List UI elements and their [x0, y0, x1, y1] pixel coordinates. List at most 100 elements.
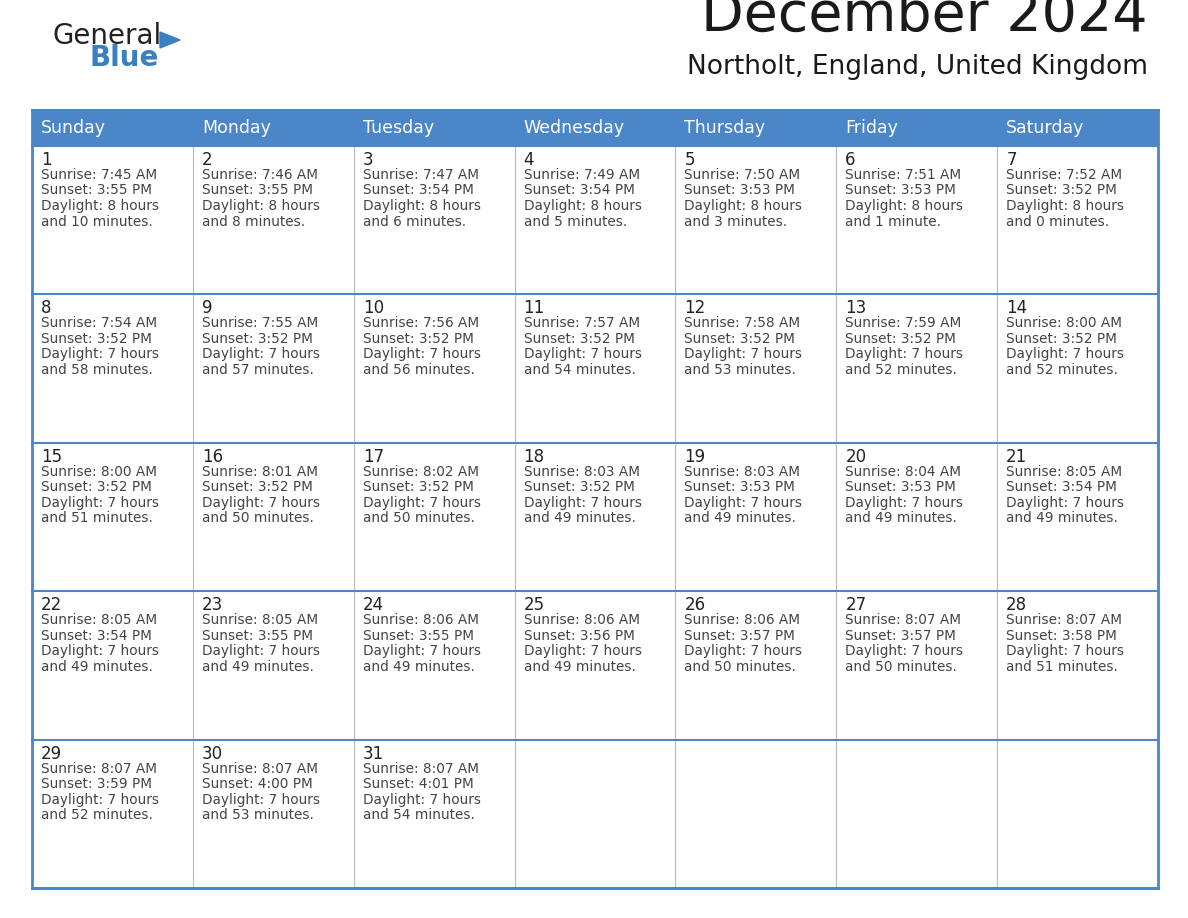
Text: Sunset: 3:55 PM: Sunset: 3:55 PM: [202, 629, 312, 643]
Text: 26: 26: [684, 596, 706, 614]
Text: and 49 minutes.: and 49 minutes.: [524, 660, 636, 674]
Text: Daylight: 7 hours: Daylight: 7 hours: [42, 644, 159, 658]
Bar: [354, 591, 514, 740]
Text: and 8 minutes.: and 8 minutes.: [202, 215, 305, 229]
Text: 2: 2: [202, 151, 213, 169]
Text: and 53 minutes.: and 53 minutes.: [202, 808, 314, 823]
Text: Daylight: 8 hours: Daylight: 8 hours: [202, 199, 320, 213]
Bar: [997, 591, 1158, 740]
Text: Sunrise: 7:49 AM: Sunrise: 7:49 AM: [524, 168, 639, 182]
Bar: [354, 740, 514, 888]
Text: Sunrise: 7:56 AM: Sunrise: 7:56 AM: [362, 317, 479, 330]
Text: and 49 minutes.: and 49 minutes.: [42, 660, 153, 674]
Bar: [514, 146, 676, 295]
Text: Sunrise: 8:07 AM: Sunrise: 8:07 AM: [202, 762, 318, 776]
Text: Sunset: 4:00 PM: Sunset: 4:00 PM: [202, 778, 312, 791]
Text: Daylight: 7 hours: Daylight: 7 hours: [524, 347, 642, 362]
Bar: [836, 146, 997, 295]
Text: Sunrise: 7:51 AM: Sunrise: 7:51 AM: [846, 168, 961, 182]
Bar: [997, 146, 1158, 295]
Text: and 1 minute.: and 1 minute.: [846, 215, 941, 229]
Text: Sunset: 3:52 PM: Sunset: 3:52 PM: [202, 480, 312, 494]
Text: and 50 minutes.: and 50 minutes.: [846, 660, 958, 674]
Text: Daylight: 7 hours: Daylight: 7 hours: [684, 644, 802, 658]
Bar: [192, 591, 354, 740]
Text: Sunset: 3:53 PM: Sunset: 3:53 PM: [684, 184, 795, 197]
Text: Tuesday: Tuesday: [362, 119, 434, 137]
Text: and 6 minutes.: and 6 minutes.: [362, 215, 466, 229]
Text: Sunrise: 8:04 AM: Sunrise: 8:04 AM: [846, 465, 961, 479]
Text: and 53 minutes.: and 53 minutes.: [684, 363, 796, 377]
Text: and 56 minutes.: and 56 minutes.: [362, 363, 474, 377]
Text: Sunrise: 7:50 AM: Sunrise: 7:50 AM: [684, 168, 801, 182]
Text: Daylight: 8 hours: Daylight: 8 hours: [1006, 199, 1124, 213]
Bar: [997, 740, 1158, 888]
Text: Blue: Blue: [90, 44, 159, 72]
Bar: [836, 591, 997, 740]
Text: Sunset: 3:54 PM: Sunset: 3:54 PM: [362, 184, 474, 197]
Text: Sunrise: 8:05 AM: Sunrise: 8:05 AM: [1006, 465, 1123, 479]
Text: Saturday: Saturday: [1006, 119, 1085, 137]
Text: and 58 minutes.: and 58 minutes.: [42, 363, 153, 377]
Text: Sunset: 3:53 PM: Sunset: 3:53 PM: [846, 184, 956, 197]
Text: Sunrise: 8:01 AM: Sunrise: 8:01 AM: [202, 465, 318, 479]
Text: and 50 minutes.: and 50 minutes.: [202, 511, 314, 525]
Text: Sunrise: 8:02 AM: Sunrise: 8:02 AM: [362, 465, 479, 479]
Text: 4: 4: [524, 151, 535, 169]
Text: Sunset: 3:54 PM: Sunset: 3:54 PM: [42, 629, 152, 643]
Text: Monday: Monday: [202, 119, 271, 137]
Text: Daylight: 7 hours: Daylight: 7 hours: [1006, 496, 1124, 509]
Text: Sunrise: 8:06 AM: Sunrise: 8:06 AM: [684, 613, 801, 627]
Text: and 49 minutes.: and 49 minutes.: [1006, 511, 1118, 525]
Text: Wednesday: Wednesday: [524, 119, 625, 137]
Text: 20: 20: [846, 448, 866, 465]
Text: Sunrise: 8:06 AM: Sunrise: 8:06 AM: [362, 613, 479, 627]
Text: Daylight: 7 hours: Daylight: 7 hours: [1006, 644, 1124, 658]
Text: 8: 8: [42, 299, 51, 318]
Text: Daylight: 7 hours: Daylight: 7 hours: [1006, 347, 1124, 362]
Text: 1: 1: [42, 151, 51, 169]
Text: and 52 minutes.: and 52 minutes.: [1006, 363, 1118, 377]
Bar: [836, 110, 997, 146]
Text: Thursday: Thursday: [684, 119, 765, 137]
Text: 27: 27: [846, 596, 866, 614]
Text: Sunset: 3:57 PM: Sunset: 3:57 PM: [684, 629, 795, 643]
Text: and 51 minutes.: and 51 minutes.: [1006, 660, 1118, 674]
Text: Daylight: 8 hours: Daylight: 8 hours: [846, 199, 963, 213]
Text: and 49 minutes.: and 49 minutes.: [362, 660, 474, 674]
Polygon shape: [160, 32, 181, 48]
Text: 31: 31: [362, 744, 384, 763]
Bar: [192, 740, 354, 888]
Text: 17: 17: [362, 448, 384, 465]
Text: Sunday: Sunday: [42, 119, 106, 137]
Text: Sunrise: 7:57 AM: Sunrise: 7:57 AM: [524, 317, 639, 330]
Bar: [32, 442, 192, 591]
Text: Sunset: 3:52 PM: Sunset: 3:52 PM: [524, 332, 634, 346]
Text: 7: 7: [1006, 151, 1017, 169]
Text: Sunrise: 8:00 AM: Sunrise: 8:00 AM: [42, 465, 157, 479]
Text: 21: 21: [1006, 448, 1028, 465]
Bar: [676, 110, 836, 146]
Text: Daylight: 7 hours: Daylight: 7 hours: [362, 792, 481, 807]
Bar: [32, 740, 192, 888]
Bar: [836, 740, 997, 888]
Text: Daylight: 7 hours: Daylight: 7 hours: [524, 644, 642, 658]
Bar: [676, 591, 836, 740]
Text: Daylight: 7 hours: Daylight: 7 hours: [846, 644, 963, 658]
Text: Sunrise: 8:00 AM: Sunrise: 8:00 AM: [1006, 317, 1123, 330]
Text: and 52 minutes.: and 52 minutes.: [846, 363, 958, 377]
Text: Sunrise: 8:07 AM: Sunrise: 8:07 AM: [42, 762, 157, 776]
Bar: [32, 110, 192, 146]
Text: Sunrise: 7:52 AM: Sunrise: 7:52 AM: [1006, 168, 1123, 182]
Text: Daylight: 7 hours: Daylight: 7 hours: [202, 496, 320, 509]
Text: 14: 14: [1006, 299, 1028, 318]
Text: Daylight: 7 hours: Daylight: 7 hours: [202, 792, 320, 807]
Text: Daylight: 7 hours: Daylight: 7 hours: [42, 496, 159, 509]
Text: Sunset: 4:01 PM: Sunset: 4:01 PM: [362, 778, 474, 791]
Text: and 52 minutes.: and 52 minutes.: [42, 808, 153, 823]
Text: Daylight: 8 hours: Daylight: 8 hours: [524, 199, 642, 213]
Text: Sunset: 3:53 PM: Sunset: 3:53 PM: [846, 480, 956, 494]
Text: Sunset: 3:52 PM: Sunset: 3:52 PM: [202, 332, 312, 346]
Text: Daylight: 7 hours: Daylight: 7 hours: [362, 644, 481, 658]
Bar: [192, 442, 354, 591]
